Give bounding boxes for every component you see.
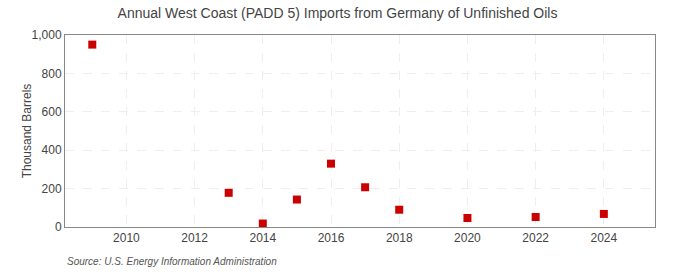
svg-text:1,000: 1,000 xyxy=(32,28,62,42)
svg-text:800: 800 xyxy=(42,67,62,81)
svg-text:2010: 2010 xyxy=(113,231,140,245)
svg-text:2024: 2024 xyxy=(590,231,617,245)
svg-text:600: 600 xyxy=(42,105,62,119)
svg-text:2018: 2018 xyxy=(386,231,413,245)
svg-text:2014: 2014 xyxy=(249,231,276,245)
svg-text:200: 200 xyxy=(42,182,62,196)
svg-text:2022: 2022 xyxy=(522,231,549,245)
svg-text:2012: 2012 xyxy=(181,231,208,245)
svg-text:2020: 2020 xyxy=(454,231,481,245)
svg-text:Thousand Barrels: Thousand Barrels xyxy=(20,84,34,179)
svg-text:Source: U.S. Energy Informatio: Source: U.S. Energy Information Administ… xyxy=(67,256,277,267)
svg-text:400: 400 xyxy=(42,143,62,157)
svg-text:Annual West Coast (PADD 5) Imp: Annual West Coast (PADD 5) Imports from … xyxy=(118,5,558,21)
svg-text:0: 0 xyxy=(55,220,62,234)
svg-text:2016: 2016 xyxy=(318,231,345,245)
